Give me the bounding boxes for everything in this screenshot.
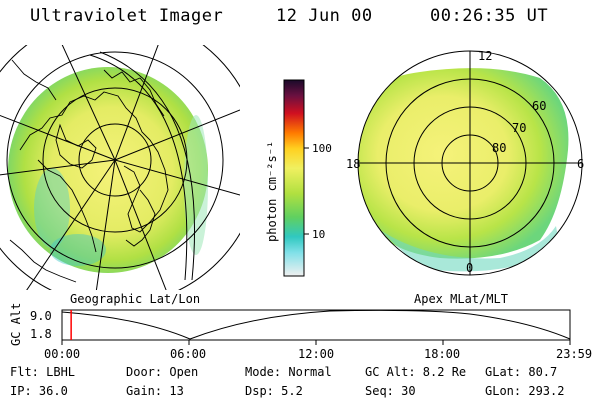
colorbar-unit-label: photon cm⁻²s⁻¹ [265, 141, 279, 242]
instrument-title: Ultraviolet Imager [30, 6, 224, 26]
uv-image-edge-speckle [50, 234, 106, 266]
door-info: Door: Open [126, 365, 199, 379]
orbit-timeline: GC Alt 9.0 1.8 00:00 06:00 12:00 18:00 2… [9, 303, 592, 361]
meridian-line [0, 159, 116, 176]
glon-info: GLon: 293.2 [485, 384, 565, 398]
coastline [11, 59, 57, 101]
coastline [103, 69, 165, 117]
timeline-y-tick: 9.0 [30, 309, 52, 323]
mlat-label-60: 60 [532, 99, 546, 113]
geographic-map [0, 45, 240, 290]
meridian-line [26, 159, 116, 290]
date-label: 12 Jun 00 [276, 6, 373, 26]
colorbar-tick-label: 100 [312, 142, 332, 155]
mlt-label-18: 18 [346, 157, 360, 171]
coastline [55, 123, 97, 169]
mlt-label-12: 12 [478, 49, 492, 63]
coastline [125, 189, 156, 247]
timeline-x-tick: 18:00 [424, 347, 460, 361]
glat-info: GLat: 80.7 [485, 365, 558, 379]
filter-info: Flt: LBHL [10, 365, 76, 379]
colorbar-tick-label: 10 [312, 228, 325, 241]
timeline-frame [61, 309, 571, 341]
ip-info: IP: 36.0 [10, 384, 68, 398]
timeline-y-tick: 1.8 [30, 327, 52, 341]
meridian-line [0, 114, 116, 161]
dsp-info: Dsp: 5.2 [245, 384, 303, 398]
altitude-curve [61, 309, 571, 340]
coastline [9, 239, 77, 283]
mlat-label-80: 80 [492, 141, 506, 155]
earth-limb [99, 51, 195, 281]
time-label: 00:26:35 UT [430, 6, 549, 26]
uv-image-edge-speckle [184, 115, 208, 255]
meridian-line [114, 45, 159, 161]
uv-image-edge-speckle [380, 226, 560, 272]
meridian-line [61, 45, 116, 161]
mode-info: Mode: Normal [245, 365, 332, 379]
colorbar-gradient [283, 79, 305, 277]
meridian-line [114, 109, 240, 161]
seq-info: Seq: 30 [365, 384, 416, 398]
mlat-label-70: 70 [512, 121, 526, 135]
latitude-circle [6, 51, 224, 269]
uv-image-edge-speckle [34, 168, 70, 248]
coastline [37, 159, 97, 253]
gc-alt-info: GC Alt: 8.2 Re [365, 365, 467, 379]
mlt-label-6: 6 [577, 157, 584, 171]
earth-limb [89, 54, 188, 281]
timeline-x-tick: 06:00 [170, 347, 206, 361]
geographic-panel-label: Geographic Lat/Lon [70, 292, 201, 306]
meridian-line [95, 159, 116, 290]
colorbar: 100 10 photon cm⁻²s⁻¹ [265, 79, 332, 277]
apex-mlat-mlt-map: 12 18 6 0 60 70 80 [346, 49, 584, 276]
gain-info: Gain: 13 [126, 384, 184, 398]
meridian-line [114, 159, 240, 196]
timeline-axis-label: GC Alt [9, 303, 23, 346]
timeline-x-tick: 00:00 [44, 347, 80, 361]
latitude-circle [78, 123, 152, 197]
apex-panel-label: Apex MLat/MLT [414, 292, 508, 306]
timeline-x-tick: 12:00 [298, 347, 334, 361]
timeline-x-tick: 23:59 [556, 347, 592, 361]
coastline [19, 91, 169, 233]
mlt-label-0: 0 [466, 261, 473, 275]
